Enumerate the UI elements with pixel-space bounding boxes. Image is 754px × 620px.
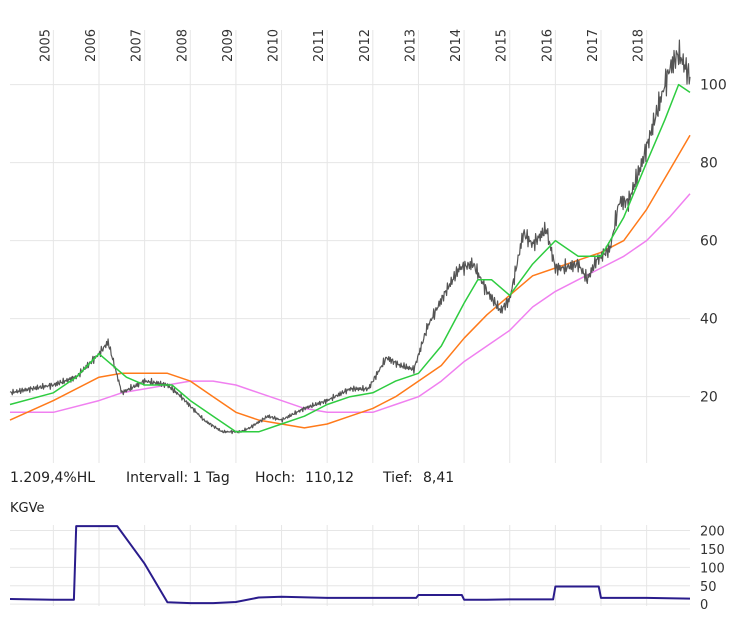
y-tick-label: 20 bbox=[700, 390, 718, 406]
grid-lines bbox=[10, 30, 690, 606]
x-tick-label: 2016 bbox=[540, 29, 555, 62]
kgve-title: KGVe bbox=[10, 501, 45, 516]
y-tick-label: 80 bbox=[700, 156, 718, 172]
kgve-y-tick-label: 50 bbox=[700, 580, 717, 595]
interval-text: Intervall: 1 Tag bbox=[126, 470, 230, 486]
x-tick-label: 2006 bbox=[84, 29, 99, 62]
x-tick-label: 2009 bbox=[221, 29, 236, 62]
kgve-y-tick-label: 100 bbox=[700, 561, 725, 576]
low-value: 8,41 bbox=[423, 470, 455, 486]
x-tick-label: 2010 bbox=[267, 29, 282, 62]
x-tick-label: 2007 bbox=[130, 29, 145, 62]
series-ma-pink bbox=[10, 193, 691, 414]
low-label: Tief: bbox=[383, 470, 413, 486]
kgve-y-tick-label: 150 bbox=[700, 543, 725, 558]
x-tick-label: 2012 bbox=[358, 29, 373, 62]
series-ma-orange bbox=[9, 134, 691, 429]
x-tick-label: 2011 bbox=[312, 29, 327, 62]
series-price bbox=[9, 39, 691, 435]
x-tick-label: 2013 bbox=[403, 29, 418, 62]
x-tick-label: 2017 bbox=[586, 29, 601, 62]
y-tick-label: 100 bbox=[700, 78, 727, 94]
x-tick-label: 2015 bbox=[495, 29, 510, 62]
x-tick-label: 2018 bbox=[632, 29, 647, 62]
x-tick-label: 2008 bbox=[175, 29, 190, 62]
y-tick-label: 40 bbox=[700, 312, 718, 328]
x-tick-label: 2005 bbox=[38, 29, 53, 62]
high-value: 110,12 bbox=[305, 470, 354, 486]
series-kgve bbox=[9, 525, 691, 605]
x-tick-label: 2014 bbox=[449, 29, 464, 62]
high-label: Hoch: bbox=[255, 470, 296, 486]
y-tick-label: 60 bbox=[700, 234, 718, 250]
series-ma-green bbox=[9, 83, 691, 433]
kgve-y-tick-label: 0 bbox=[700, 598, 708, 613]
performance-text: 1.209,4%HL bbox=[10, 470, 96, 486]
kgve-y-tick-label: 200 bbox=[700, 525, 725, 540]
